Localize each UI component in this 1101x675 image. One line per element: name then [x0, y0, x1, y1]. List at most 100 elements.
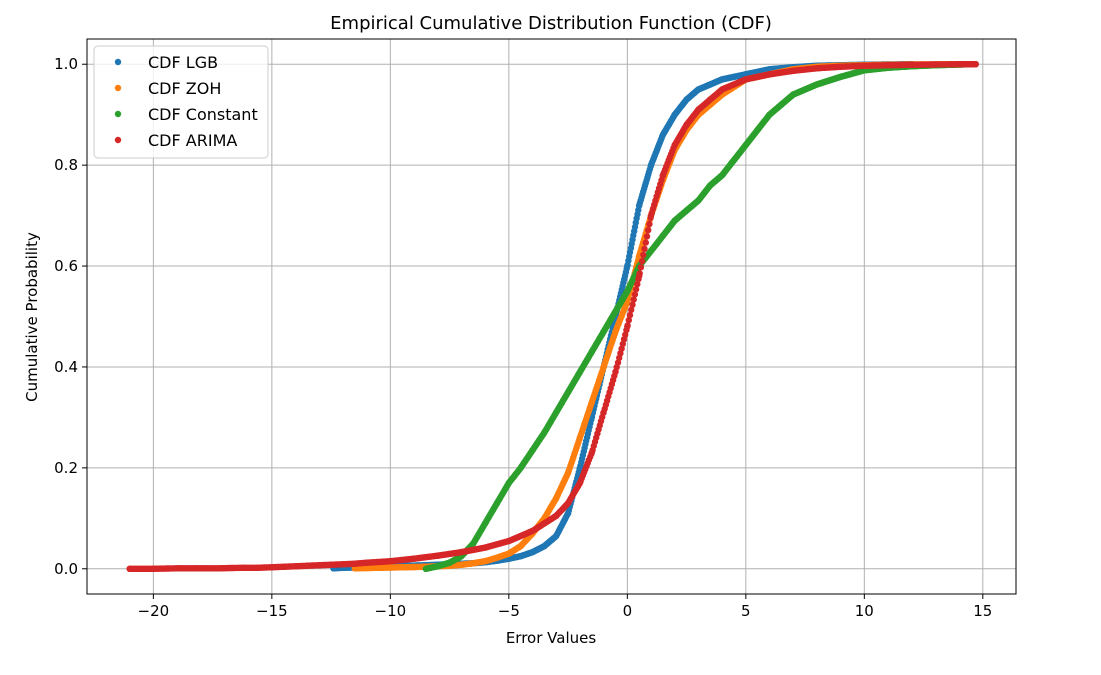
x-axis-label: Error Values: [506, 629, 597, 647]
data-point: [434, 563, 441, 570]
data-point: [642, 239, 649, 246]
data-point: [529, 447, 536, 454]
data-point: [588, 399, 595, 406]
data-point: [600, 328, 607, 335]
data-point: [637, 264, 645, 271]
data-point: [932, 61, 939, 68]
data-point: [240, 564, 247, 571]
data-point: [837, 63, 844, 70]
x-tick-label: −15: [256, 602, 288, 620]
data-point: [707, 81, 714, 88]
data-point: [553, 494, 560, 502]
data-point: [517, 542, 524, 550]
data-point: [629, 301, 636, 308]
data-point: [529, 548, 536, 556]
x-tick-label: −20: [138, 602, 170, 620]
data-point: [470, 540, 477, 547]
data-point: [588, 348, 595, 355]
data-point: [576, 479, 584, 487]
data-point: [517, 464, 524, 472]
data-point: [790, 91, 797, 98]
legend: CDF LGB CDF ZOH CDF Constant CDF ARIMA: [93, 45, 269, 159]
data-point: [695, 197, 702, 204]
plot-frame: [86, 38, 1017, 595]
data-point: [766, 71, 773, 78]
data-point: [628, 306, 635, 314]
data-point: [517, 553, 524, 560]
data-point: [647, 212, 655, 219]
data-point: [778, 101, 785, 108]
data-point: [481, 558, 489, 565]
x-tick-label: 5: [741, 602, 751, 620]
data-point: [742, 76, 749, 83]
data-point: [636, 272, 643, 280]
data-point: [730, 156, 738, 164]
data-point: [813, 65, 821, 72]
data-point: [624, 262, 631, 270]
data-point: [955, 60, 963, 68]
legend-marker: [114, 58, 122, 66]
data-point: [176, 565, 183, 572]
data-point: [422, 565, 430, 572]
legend-label: CDF ZOH: [148, 79, 221, 98]
data-point: [636, 202, 643, 209]
data-point: [254, 564, 261, 571]
data-point: [707, 96, 714, 103]
data-point: [837, 73, 844, 81]
data-point: [505, 550, 512, 557]
data-point: [541, 520, 548, 527]
data-point: [553, 409, 560, 416]
data-point: [643, 233, 651, 240]
chart-title: Empirical Cumulative Distribution Functi…: [330, 13, 772, 34]
data-point: [671, 217, 678, 224]
data-point: [612, 328, 619, 335]
data-point: [541, 429, 548, 436]
legend-label: CDF Constant: [148, 105, 258, 124]
data-point: [292, 563, 299, 570]
data-point: [493, 554, 501, 561]
data-point: [351, 560, 358, 567]
data-point: [316, 562, 323, 569]
y-tick-label: 0.2: [54, 459, 78, 477]
data-point: [216, 565, 223, 572]
data-point: [683, 207, 690, 214]
data-point: [742, 141, 749, 149]
data-point: [268, 564, 276, 571]
data-point: [458, 548, 465, 556]
data-point: [632, 286, 640, 293]
data-point: [505, 479, 512, 487]
data-point: [972, 60, 979, 68]
data-point: [399, 564, 406, 571]
data-point: [640, 251, 647, 259]
data-point: [659, 172, 667, 179]
data-point: [387, 558, 394, 565]
data-point: [564, 510, 572, 517]
legend-box: [93, 45, 269, 159]
data-point: [718, 76, 726, 83]
data-point: [304, 562, 311, 569]
data-point: [659, 232, 667, 239]
data-point: [126, 565, 133, 572]
x-tick-label: 10: [855, 602, 874, 620]
data-point: [612, 308, 619, 315]
data-point: [505, 537, 512, 545]
data-point: [884, 61, 892, 69]
data-point: [641, 245, 648, 252]
data-point: [576, 434, 584, 441]
data-point: [553, 532, 560, 540]
data-point: [363, 559, 370, 566]
data-point: [434, 552, 441, 559]
data-point: [718, 86, 726, 93]
data-point: [612, 368, 619, 376]
data-point: [576, 464, 584, 472]
data-point: [634, 281, 641, 288]
series-cdf-arima: [126, 60, 979, 572]
data-point: [647, 247, 655, 255]
data-point: [659, 131, 667, 139]
data-point: [630, 296, 637, 303]
y-tick-label: 0.0: [54, 560, 78, 578]
legend-label: CDF LGB: [148, 53, 218, 72]
legend-marker: [114, 110, 122, 118]
data-point: [624, 323, 631, 330]
data-point: [339, 561, 347, 568]
